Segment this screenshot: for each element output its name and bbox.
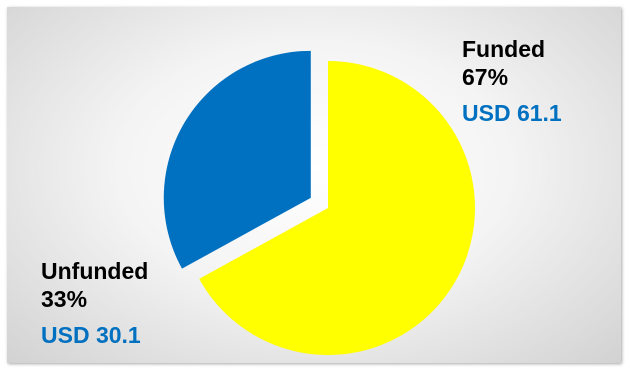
- unfunded-label: Unfunded 33% USD 30.1: [41, 257, 148, 349]
- pie-slice-unfunded: [163, 50, 311, 269]
- unfunded-percent-label: 33%: [41, 286, 88, 312]
- chart-frame: Funded 67% USD 61.1 Unfunded 33% USD 30.…: [7, 7, 621, 363]
- pie-chart: [163, 50, 475, 356]
- pie-slice-funded: [199, 61, 475, 356]
- funded-name-label: Funded: [462, 36, 546, 62]
- funded-label: Funded 67% USD 61.1: [462, 35, 562, 127]
- funded-percent-label: 67%: [462, 64, 509, 90]
- unfunded-value-label: USD 30.1: [41, 322, 141, 348]
- unfunded-name-label: Unfunded: [41, 258, 149, 284]
- funded-value-label: USD 61.1: [462, 100, 562, 126]
